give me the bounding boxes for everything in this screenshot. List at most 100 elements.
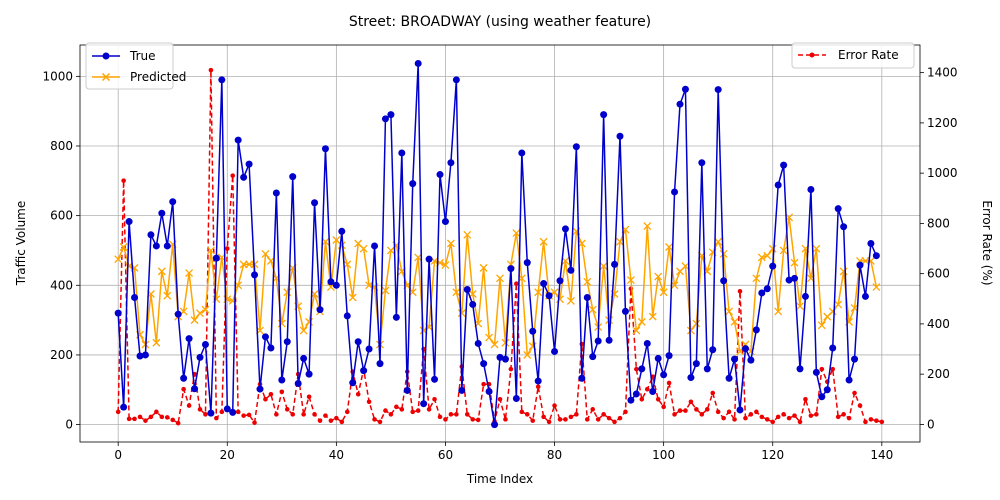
data-point-true [518,149,526,157]
data-point-predicted [457,309,466,318]
data-point-error-rate [175,420,181,426]
data-point-error-rate [334,415,339,421]
data-point-true [169,198,177,206]
data-point-predicted [659,288,668,297]
y2-tick-label: 200 [927,367,950,381]
data-point-true [807,186,815,194]
data-point-error-rate [328,418,334,423]
data-point-true [589,353,597,361]
data-point-predicted [768,244,777,253]
data-point-error-rate [846,415,852,421]
data-point-true [801,292,809,300]
data-point-true [720,277,728,285]
data-point-true [305,370,313,378]
data-point-error-rate [432,396,437,402]
data-point-error-rate [437,414,443,420]
data-point-true [676,100,684,108]
data-point-error-rate [524,412,530,417]
data-point-predicted [196,309,204,318]
data-point-error-rate [230,173,236,178]
data-point-predicted [343,260,352,269]
y2-axis-title: Error Rate (%) [980,200,994,285]
data-point-error-rate [508,366,514,372]
data-point-error-rate [601,412,606,417]
data-point-predicted [512,229,521,238]
data-point-true [627,396,635,404]
data-point-true [632,390,640,398]
data-point-error-rate [394,404,399,410]
data-point-true [834,205,842,213]
data-point-error-rate [694,407,699,412]
y2-tick-label: 400 [927,317,950,331]
data-point-error-rate [814,412,819,417]
data-point-true [180,374,188,382]
data-point-true [376,360,384,368]
data-point-true [392,313,400,321]
data-point-predicted [872,283,881,291]
data-point-true [703,365,711,373]
data-point-true [332,281,340,289]
data-point-error-rate [710,390,716,396]
data-point-true [300,354,308,362]
data-point-error-rate [584,417,590,422]
y2-tick-label: 0 [927,417,935,431]
data-point-error-rate [186,403,192,408]
data-point-error-rate [339,419,345,425]
legend-predicted-label: Predicted [130,70,186,84]
data-point-predicted [163,291,172,300]
data-point-predicted [561,256,570,265]
data-point-error-rate [552,403,557,408]
data-point-predicted [796,302,804,311]
data-point-predicted [496,274,504,283]
data-point-true [851,355,859,363]
x-tick-label: 140 [870,448,893,462]
x-tick-label: 40 [329,448,344,462]
data-point-predicted [583,277,592,286]
data-point-error-rate [268,391,274,397]
x-tick-label: 60 [438,448,453,462]
grid [80,45,920,442]
data-point-true [567,266,575,274]
data-point-error-rate [726,409,732,415]
data-point-error-rate [312,412,317,417]
y2-tick-label: 800 [927,216,950,230]
data-point-true [643,339,651,347]
data-point-predicted [654,272,663,281]
data-point-true [660,371,668,379]
data-point-true [365,345,373,353]
data-point-true [267,344,275,352]
data-point-true [840,223,848,231]
data-point-true [480,360,488,368]
data-point-true [594,337,602,345]
data-point-true [234,136,242,144]
data-point-true [152,242,160,250]
data-point-error-rate [323,413,328,418]
data-point-error-rate [715,409,721,415]
data-point-predicted [119,243,128,251]
data-point-error-rate [666,380,672,386]
data-point-error-rate [770,419,776,425]
data-point-error-rate [121,178,126,183]
x-tick-label: 0 [114,448,122,462]
data-point-error-rate [743,415,748,421]
data-point-error-rate [279,389,285,395]
data-point-predicted [523,350,532,359]
data-point-true [725,374,733,382]
data-point-true [600,111,608,119]
data-point-true [616,132,624,140]
data-point-true [605,336,613,344]
data-point-error-rate [754,409,759,415]
data-point-true [469,300,477,308]
data-point-predicted [381,286,390,295]
data-point-true [747,356,755,364]
data-point-predicted [725,307,734,316]
data-point-error-rate [857,403,863,408]
data-point-true [551,347,559,355]
data-point-true [741,345,749,353]
data-point-true [463,285,471,293]
data-point-true [436,171,444,179]
data-point-predicted [299,326,308,335]
data-point-true [534,377,542,385]
legend-left: True Predicted [85,42,186,90]
